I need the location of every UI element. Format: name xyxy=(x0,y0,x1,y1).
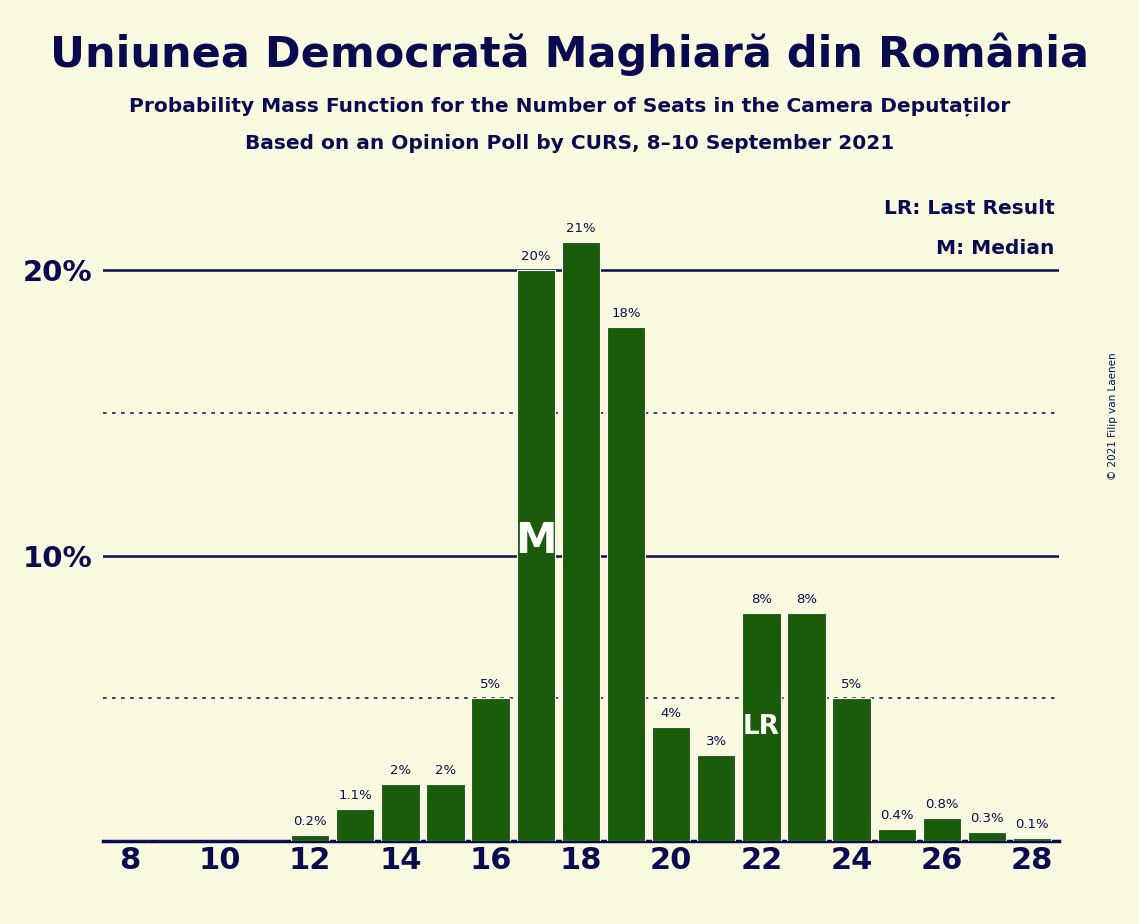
Bar xyxy=(1013,838,1051,841)
Bar xyxy=(652,727,690,841)
Text: Based on an Opinion Poll by CURS, 8–10 September 2021: Based on an Opinion Poll by CURS, 8–10 S… xyxy=(245,134,894,153)
Text: 5%: 5% xyxy=(480,678,501,691)
Bar xyxy=(878,830,916,841)
Bar xyxy=(517,271,555,841)
Bar xyxy=(290,835,329,841)
Bar xyxy=(968,833,1006,841)
Bar xyxy=(562,242,600,841)
Text: 2%: 2% xyxy=(435,763,456,777)
Bar xyxy=(923,818,961,841)
Text: 3%: 3% xyxy=(706,736,727,748)
Text: 0.8%: 0.8% xyxy=(925,798,959,811)
Text: 1.1%: 1.1% xyxy=(338,789,372,802)
Text: © 2021 Filip van Laenen: © 2021 Filip van Laenen xyxy=(1108,352,1117,480)
Bar xyxy=(382,784,419,841)
Text: 0.1%: 0.1% xyxy=(1015,818,1049,831)
Text: LR: LR xyxy=(743,713,780,740)
Text: 18%: 18% xyxy=(612,308,641,321)
Bar xyxy=(743,613,780,841)
Text: 0.2%: 0.2% xyxy=(294,815,327,828)
Text: 4%: 4% xyxy=(661,707,681,720)
Text: 2%: 2% xyxy=(390,763,411,777)
Text: M: M xyxy=(515,520,557,563)
Bar xyxy=(607,327,645,841)
Bar xyxy=(472,699,510,841)
Text: Uniunea Democrată Maghiară din România: Uniunea Democrată Maghiară din România xyxy=(50,32,1089,76)
Text: 8%: 8% xyxy=(751,592,772,605)
Bar xyxy=(833,699,871,841)
Text: 8%: 8% xyxy=(796,592,817,605)
Text: 0.3%: 0.3% xyxy=(970,812,1003,825)
Bar xyxy=(426,784,465,841)
Text: M: Median: M: Median xyxy=(936,239,1055,258)
Text: Probability Mass Function for the Number of Seats in the Camera Deputaților: Probability Mass Function for the Number… xyxy=(129,97,1010,116)
Text: 20%: 20% xyxy=(521,250,550,263)
Text: 21%: 21% xyxy=(566,222,596,235)
Bar xyxy=(787,613,826,841)
Text: LR: Last Result: LR: Last Result xyxy=(884,199,1055,218)
Text: 5%: 5% xyxy=(841,678,862,691)
Bar xyxy=(697,755,736,841)
Text: 0.4%: 0.4% xyxy=(880,809,913,822)
Bar xyxy=(336,809,375,841)
